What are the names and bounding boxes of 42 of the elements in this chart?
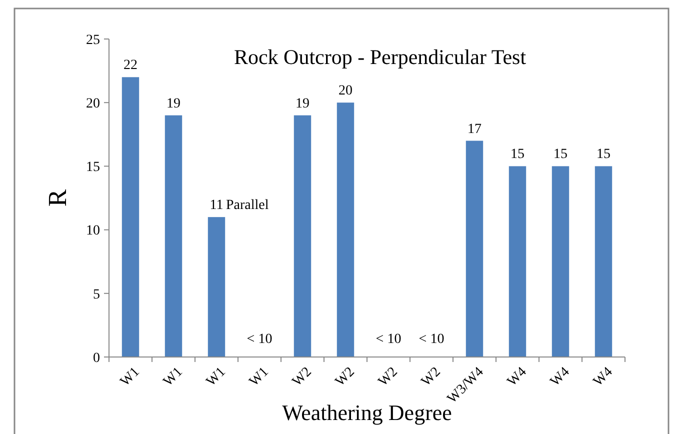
x-tick-label: W4 [548,364,573,390]
data-label: 15 [510,147,524,162]
y-axis-title: R [43,188,72,207]
data-label: 22 [124,58,138,74]
x-tick-label: W1 [160,364,186,390]
text: < 10 [418,332,444,347]
x-tick-label: W1 [246,364,272,390]
x-tick-label: W2 [290,364,315,390]
bar [336,102,354,357]
data-label: 11 [210,198,224,214]
chart-title: Rock Outcrop - Perpendicular Test [234,45,526,69]
y-tick-label: 0 [93,350,100,366]
bar [122,77,140,357]
x-tick-label: W1 [204,364,229,390]
data-label: 19 [296,96,310,112]
x-tick-label: W4 [590,364,616,390]
y-tick-label: 15 [86,160,100,176]
x-axis-title: Weathering Degree [282,400,452,425]
bar [208,217,226,357]
x-tick-label: W2 [332,364,358,390]
y-tick-label: 20 [86,96,100,112]
bar [594,166,612,357]
x-tick-label: W4 [504,364,530,390]
text: < 10 [246,332,272,347]
y-tick-label: 25 [86,32,100,48]
text: < 10 [376,332,402,347]
bar [164,115,182,357]
x-tick-label: W2 [418,364,444,390]
annotation: Parallel [226,198,269,214]
y-tick-label: 10 [86,224,100,239]
y-tick-label: 5 [93,287,100,302]
bar [508,166,526,357]
data-label: 19 [166,96,180,112]
bar [552,166,570,357]
data-label: 20 [338,84,352,99]
bar [294,115,312,357]
x-tick-label: W1 [118,364,143,390]
data-label: 15 [596,147,610,162]
data-label: 17 [468,122,482,137]
x-tick-label: W2 [376,364,401,390]
bar [466,140,484,357]
data-label: 15 [554,147,568,162]
